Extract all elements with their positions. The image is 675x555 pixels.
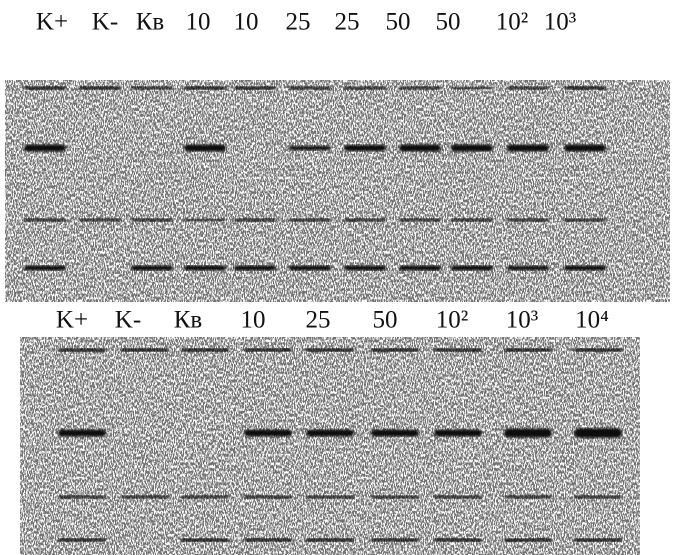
- band: [58, 496, 106, 499]
- lane-label: 25: [286, 9, 311, 36]
- lane-label: 50: [436, 9, 461, 36]
- band: [507, 87, 549, 90]
- band: [234, 266, 276, 271]
- lane-label: 10²: [496, 9, 529, 36]
- band: [371, 348, 419, 351]
- band: [244, 348, 292, 351]
- band: [121, 496, 169, 499]
- band: [79, 219, 121, 222]
- band: [564, 86, 606, 89]
- band: [306, 348, 354, 351]
- band: [399, 87, 441, 90]
- band: [306, 496, 354, 499]
- band: [451, 87, 493, 89]
- band: [181, 496, 229, 499]
- band: [564, 219, 606, 222]
- band: [371, 496, 419, 499]
- band: [399, 145, 441, 152]
- band: [289, 219, 331, 222]
- lane-label: 10: [186, 9, 211, 36]
- band: [244, 430, 292, 437]
- lane-label: 10: [241, 307, 266, 334]
- band: [434, 348, 482, 351]
- gel-panel: [5, 80, 670, 302]
- band: [507, 266, 549, 271]
- lane-label: 10³: [544, 9, 577, 36]
- band: [306, 430, 354, 437]
- band: [306, 538, 354, 541]
- band: [399, 266, 441, 271]
- band: [344, 145, 386, 151]
- band: [504, 428, 552, 437]
- band: [504, 348, 552, 351]
- band: [234, 86, 276, 89]
- lane-label: K-: [115, 307, 141, 334]
- band: [451, 145, 493, 152]
- gel-noise: [20, 337, 640, 555]
- lane-label: Кв: [136, 9, 164, 36]
- band: [574, 348, 622, 351]
- band: [344, 219, 386, 222]
- band: [58, 430, 106, 437]
- band: [121, 348, 169, 351]
- lane-label: Кв: [174, 307, 202, 334]
- band: [24, 219, 66, 222]
- gel-panel: [20, 337, 640, 555]
- band: [79, 86, 121, 89]
- band: [58, 538, 106, 541]
- lane-label: K-: [92, 9, 118, 36]
- band: [399, 219, 441, 222]
- band: [184, 266, 226, 271]
- band: [434, 538, 482, 541]
- lane-label: 10³: [506, 307, 539, 334]
- band: [504, 496, 552, 499]
- lane-label: 10²: [436, 307, 469, 334]
- band: [564, 266, 606, 271]
- band: [344, 266, 386, 271]
- band: [234, 219, 276, 222]
- band: [184, 145, 226, 152]
- lane-label: K+: [36, 9, 68, 36]
- band: [244, 538, 292, 541]
- band: [24, 266, 66, 271]
- band: [58, 348, 106, 351]
- band: [289, 87, 331, 90]
- lane-label: 25: [335, 9, 360, 36]
- band: [184, 86, 226, 89]
- band: [564, 145, 606, 152]
- band: [371, 430, 419, 437]
- lane-label: 10⁴: [575, 307, 609, 334]
- gel-figure: K+ K- Кв 10 10 25 25 50 50 10² 10³ K+ K- Кв 10 25 50 10² 1…: [0, 0, 675, 555]
- band: [131, 266, 173, 271]
- band: [24, 145, 66, 152]
- band: [181, 538, 229, 541]
- band: [371, 538, 419, 541]
- band: [507, 145, 549, 152]
- band: [24, 86, 66, 89]
- band: [289, 266, 331, 271]
- band: [574, 496, 622, 499]
- band: [289, 146, 331, 150]
- lane-label: 10: [234, 9, 259, 36]
- band: [344, 87, 386, 90]
- band: [181, 348, 229, 351]
- band: [451, 266, 493, 271]
- lane-label: 50: [373, 307, 398, 334]
- lane-label: K+: [56, 307, 88, 334]
- lane-label: 50: [386, 9, 411, 36]
- band: [434, 496, 482, 499]
- lane-label: 25: [306, 307, 331, 334]
- band: [131, 219, 173, 222]
- band: [434, 430, 482, 437]
- band: [131, 87, 173, 90]
- band: [451, 219, 493, 222]
- band: [184, 219, 226, 221]
- band: [504, 538, 552, 541]
- band: [507, 219, 549, 222]
- band: [574, 428, 622, 438]
- band: [244, 496, 292, 499]
- band: [574, 538, 622, 541]
